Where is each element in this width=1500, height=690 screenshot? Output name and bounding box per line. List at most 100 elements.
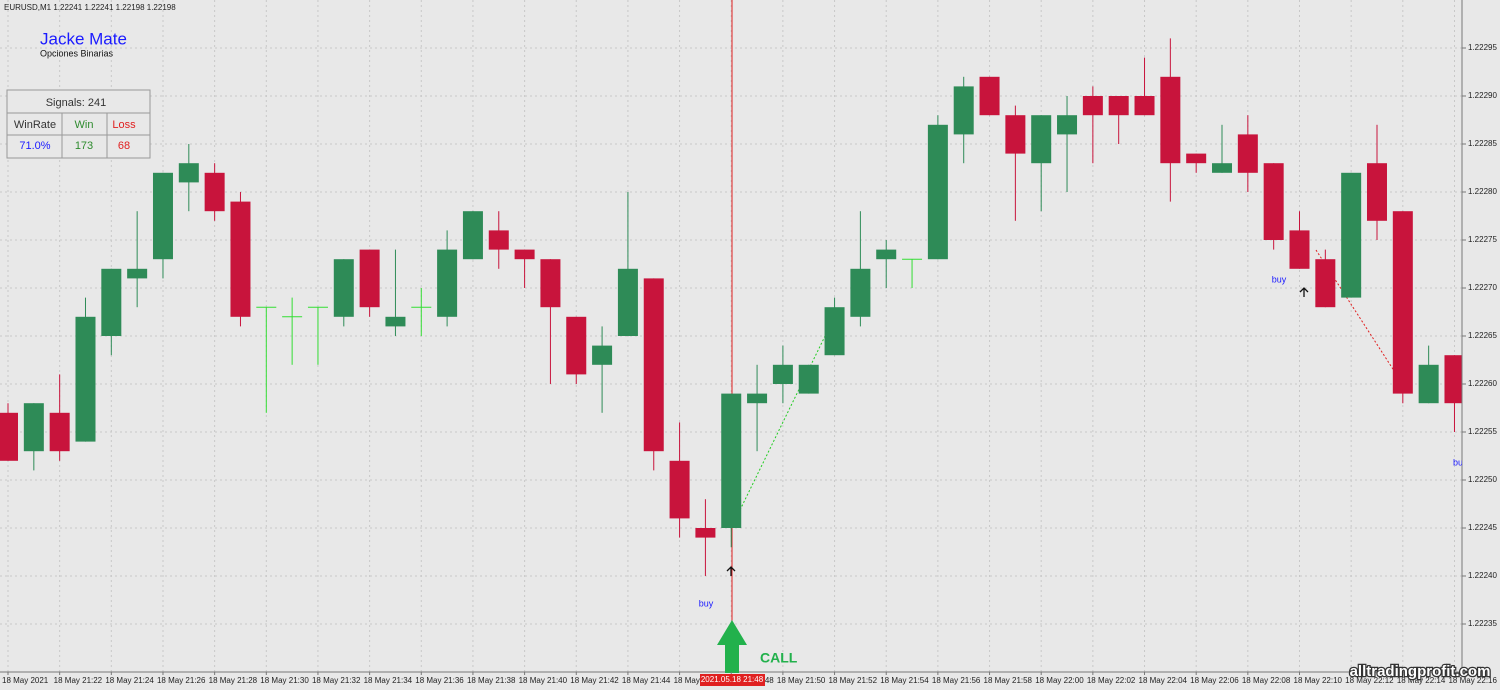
y-tick-label: 1.22275 — [1468, 235, 1497, 244]
x-tick-label: 18 May 21:54 — [880, 676, 929, 685]
table-header: Loss — [112, 119, 136, 131]
y-tick-label: 1.22265 — [1468, 331, 1497, 340]
candle-body — [230, 201, 251, 317]
candle-body — [772, 364, 793, 384]
candle-body — [204, 172, 225, 212]
candle-body — [1237, 134, 1258, 173]
x-tick-label: 18 May 22:06 — [1190, 676, 1239, 685]
x-tick-label: 18 May 22:02 — [1087, 676, 1136, 685]
x-tick-label: 18 May 21:56 — [932, 676, 981, 685]
x-tick-label: 18 May 22:16 — [1448, 676, 1497, 685]
x-tick-label: 18 May 21:34 — [364, 676, 413, 685]
candle-body — [462, 211, 483, 260]
candle-body — [1134, 96, 1155, 116]
candle-body — [1212, 163, 1233, 173]
candle-body — [488, 230, 509, 250]
candle-body — [566, 316, 587, 375]
y-tick-label: 1.22250 — [1468, 475, 1497, 484]
candle-body — [1418, 364, 1439, 404]
candle-body — [1289, 230, 1310, 269]
candle-body — [75, 316, 96, 442]
y-tick-label: 1.22240 — [1468, 571, 1497, 580]
y-tick-label: 1.22270 — [1468, 283, 1497, 292]
x-tick-label: 18 May 21:22 — [54, 676, 103, 685]
candle-body — [540, 259, 561, 308]
candle-body — [979, 76, 1000, 116]
candle-body — [178, 163, 199, 183]
candle-body — [1031, 115, 1052, 164]
y-tick-label: 1.22260 — [1468, 379, 1497, 388]
crosshair-label: 2021.05.18 21:48 — [701, 675, 764, 684]
candle-body — [1082, 96, 1103, 116]
candle-body — [1160, 76, 1181, 164]
candle-body — [1263, 163, 1284, 240]
candle-body — [643, 278, 664, 452]
x-tick-label: 18 May 21:50 — [777, 676, 826, 685]
signal-line — [739, 329, 829, 511]
candle-body — [1366, 163, 1387, 221]
x-tick-label: 18 May 21:58 — [984, 676, 1033, 685]
x-tick-label: 18 May 21:40 — [519, 676, 568, 685]
indicator-subtitle: Opciones Binarias — [40, 48, 114, 58]
candle-body — [1315, 259, 1336, 308]
x-tick-label: 18 May 21:38 — [467, 676, 516, 685]
candle-body — [617, 268, 638, 336]
candle-body — [953, 86, 974, 135]
candle-body — [798, 364, 819, 394]
buy-arrow — [726, 566, 736, 576]
grid — [0, 0, 1462, 672]
y-tick-label: 1.22280 — [1468, 187, 1497, 196]
x-tick-label: 18 May 21:24 — [105, 676, 154, 685]
candle-body — [514, 249, 535, 260]
crosshair-box — [700, 674, 765, 686]
candle-body — [592, 345, 613, 365]
y-tick-label: 1.22290 — [1468, 91, 1497, 100]
table-cell: 68 — [118, 140, 130, 152]
x-tick-label: 18 May 22:04 — [1139, 676, 1188, 685]
candle-body — [437, 249, 458, 317]
candle-body — [1392, 211, 1413, 394]
x-tick-label: 18 May 21:30 — [260, 676, 309, 685]
candle-body — [669, 460, 690, 519]
candle-body — [1108, 96, 1129, 116]
watermark: alltradingprofit.com — [1350, 663, 1491, 680]
buy-arrow — [1299, 287, 1309, 297]
candle-body — [1341, 172, 1362, 298]
x-tick-label: 18 May 22:10 — [1294, 676, 1343, 685]
candle-body — [695, 528, 716, 538]
candle-body — [1005, 115, 1026, 154]
x-tick-label: 18 May 21:52 — [829, 676, 878, 685]
x-tick-label: 18 May 22:14 — [1397, 676, 1446, 685]
x-tick-label: 18 May 22:12 — [1345, 676, 1394, 685]
table-header: Win — [75, 119, 94, 131]
candle-body — [824, 307, 845, 356]
y-tick-label: 1.22255 — [1468, 427, 1497, 436]
candle-body — [721, 393, 742, 528]
candle-body — [23, 403, 44, 452]
buy-annotation: buy — [1272, 274, 1287, 284]
candle-body — [385, 316, 406, 327]
x-tick-label: 18 May 21:46 — [674, 676, 723, 685]
x-tick-label: 18 May 22:00 — [1035, 676, 1084, 685]
y-tick-label: 1.22295 — [1468, 43, 1497, 52]
x-tick-label: 18 May 2021 — [2, 676, 49, 685]
table-title: Signals: 241 — [46, 97, 107, 109]
candle-body — [1444, 355, 1462, 404]
y-tick-label: 1.22235 — [1468, 619, 1497, 628]
signals-table: Signals: 241 WinRate Win Loss 71.0% 173 … — [6, 89, 151, 159]
candle-body — [0, 412, 18, 461]
candle-body — [747, 393, 768, 404]
x-tick-label: 18 May 21:26 — [157, 676, 206, 685]
buy-annotation: buy — [1453, 457, 1468, 467]
x-tick-label: 18 May 21:28 — [209, 676, 258, 685]
table-cell: 71.0% — [19, 140, 50, 152]
call-label: CALL — [760, 650, 798, 666]
y-tick-label: 1.22285 — [1468, 139, 1497, 148]
table-frame — [6, 89, 151, 159]
x-tick-label: 18 May 21:42 — [570, 676, 619, 685]
candle-body — [876, 249, 897, 260]
candle-body — [152, 172, 173, 260]
call-arrow — [717, 620, 747, 673]
x-tick-label: 18 May 21:32 — [312, 676, 361, 685]
